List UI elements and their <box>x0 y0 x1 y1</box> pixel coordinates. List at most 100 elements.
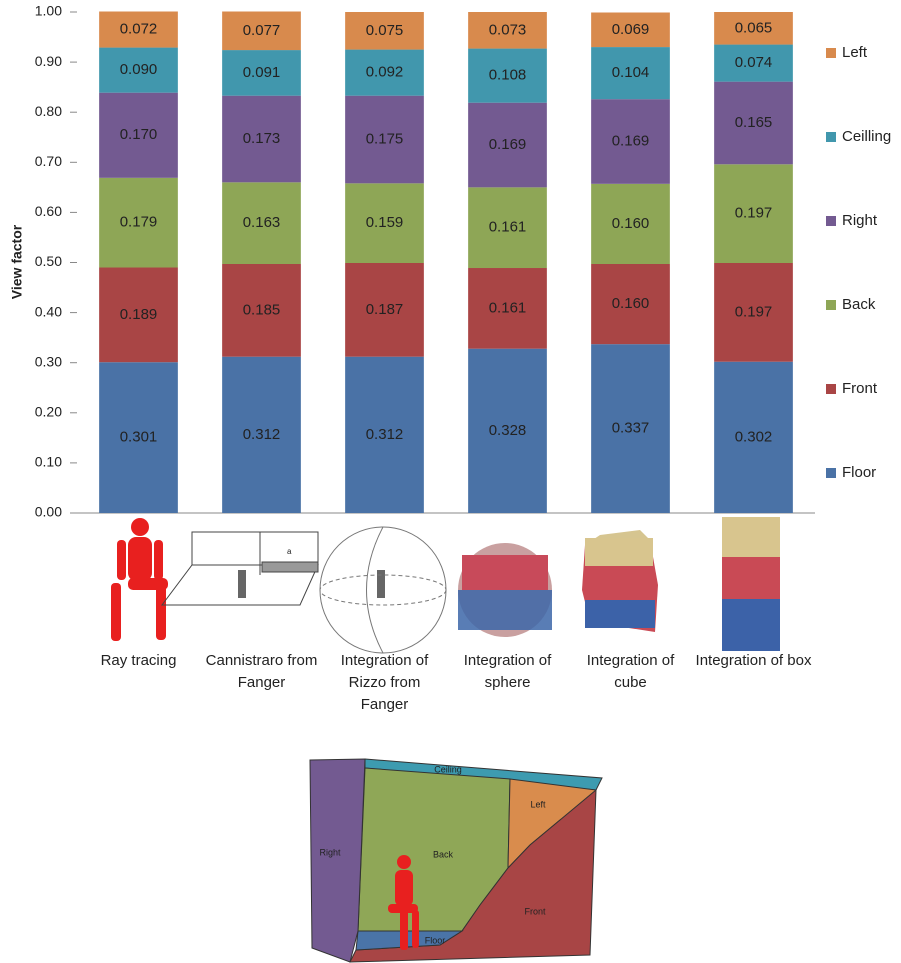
data-label: 0.175 <box>366 130 404 147</box>
bar-segment <box>99 362 178 513</box>
data-label: 0.159 <box>366 214 404 231</box>
x-tick-label: Integration of Rizzo from Fanger <box>340 652 429 713</box>
bar-segment <box>345 263 424 357</box>
bar-segment <box>99 267 178 363</box>
data-label: 0.091 <box>243 64 281 81</box>
bar-segment <box>99 11 178 48</box>
data-label: 0.337 <box>612 420 650 437</box>
data-label: 0.197 <box>735 205 773 222</box>
data-label: 0.189 <box>120 306 158 323</box>
bar-segment <box>714 263 793 362</box>
data-label: 0.179 <box>120 214 158 231</box>
bar-segment <box>591 344 670 513</box>
bar-segment <box>222 11 301 51</box>
bar-segment <box>591 47 670 100</box>
data-label: 0.185 <box>243 301 281 318</box>
bar-segment <box>222 95 301 183</box>
data-label: 0.161 <box>489 219 527 236</box>
bar-segment <box>591 264 670 345</box>
bar-segment <box>222 356 301 513</box>
data-label: 0.169 <box>489 136 527 153</box>
y-tick-label: 0.90 <box>35 53 62 69</box>
room-label: Front <box>524 906 546 916</box>
legend-swatch <box>826 384 836 394</box>
room-label: Right <box>319 847 341 857</box>
data-label: 0.312 <box>366 426 404 443</box>
room-label: Ceiling <box>434 764 462 774</box>
bar-segment <box>345 49 424 96</box>
y-tick-label: 0.30 <box>35 353 62 369</box>
y-tick-label: 1.00 <box>35 3 62 19</box>
y-tick-label: 0.70 <box>35 153 62 169</box>
legend-swatch <box>826 132 836 142</box>
data-label: 0.108 <box>489 67 527 84</box>
data-label: 0.165 <box>735 114 773 131</box>
bar-segment <box>714 361 793 513</box>
bar-segment <box>345 356 424 513</box>
bar-segment <box>468 187 547 269</box>
y-tick-label: 0.60 <box>35 203 62 219</box>
x-tick-label: Integration of sphere <box>463 652 552 691</box>
data-label: 0.312 <box>243 426 281 443</box>
bar-segment <box>99 47 178 93</box>
data-label: 0.065 <box>735 19 773 36</box>
bar-segment <box>468 48 547 103</box>
room-diagram <box>309 758 603 963</box>
room-label: Back <box>433 849 454 859</box>
data-label: 0.077 <box>243 22 281 39</box>
y-tick-label: 0.10 <box>35 454 62 470</box>
bar-segment <box>591 12 670 48</box>
bar-segment <box>345 183 424 264</box>
legend-swatch <box>826 48 836 58</box>
legend-swatch <box>826 468 836 478</box>
data-label: 0.104 <box>612 64 650 81</box>
bar-segment <box>99 92 178 178</box>
data-label: 0.301 <box>120 429 158 446</box>
y-tick-label: 0.80 <box>35 103 62 119</box>
bar-segment <box>99 177 178 268</box>
bar-segment <box>714 44 793 82</box>
bar-segment <box>591 183 670 265</box>
legend-label: Left <box>842 44 868 61</box>
bar-segment <box>222 182 301 265</box>
y-axis-label: View factor <box>9 224 25 299</box>
data-label: 0.073 <box>489 21 527 38</box>
legend-swatch <box>826 216 836 226</box>
y-tick-label: 0.50 <box>35 253 62 269</box>
data-label: 0.173 <box>243 130 281 147</box>
bar-segment <box>714 81 793 165</box>
bar-segment <box>468 102 547 188</box>
legend-swatch <box>826 300 836 310</box>
bar-segment <box>222 264 301 357</box>
bar-segment <box>222 50 301 96</box>
x-tick-label: Ray tracing <box>100 652 177 669</box>
data-label: 0.302 <box>735 428 773 445</box>
data-label: 0.090 <box>120 61 158 78</box>
y-tick-label: 0.40 <box>35 303 62 319</box>
data-label: 0.328 <box>489 422 527 439</box>
legend-label: Front <box>842 380 878 397</box>
bar-segment <box>468 348 547 513</box>
data-label: 0.069 <box>612 21 650 38</box>
bar-segment <box>714 164 793 264</box>
data-label: 0.197 <box>735 303 773 320</box>
room-label: Floor <box>425 935 446 945</box>
legend-label: Ceilling <box>842 128 891 145</box>
data-label: 0.160 <box>612 295 650 312</box>
x-tick-label: Integration of cube <box>586 652 675 691</box>
x-tick-label: Integration of box <box>695 652 812 669</box>
svg-text:a: a <box>287 547 292 556</box>
bar-segment <box>345 12 424 50</box>
data-label: 0.170 <box>120 126 158 143</box>
legend-label: Right <box>842 212 878 229</box>
data-label: 0.092 <box>366 64 404 81</box>
data-label: 0.169 <box>612 132 650 149</box>
data-label: 0.160 <box>612 215 650 232</box>
legend-label: Back <box>842 296 876 313</box>
bar-segment <box>468 12 547 49</box>
data-label: 0.161 <box>489 299 527 316</box>
data-label: 0.187 <box>366 301 404 318</box>
bar-segment <box>714 12 793 45</box>
